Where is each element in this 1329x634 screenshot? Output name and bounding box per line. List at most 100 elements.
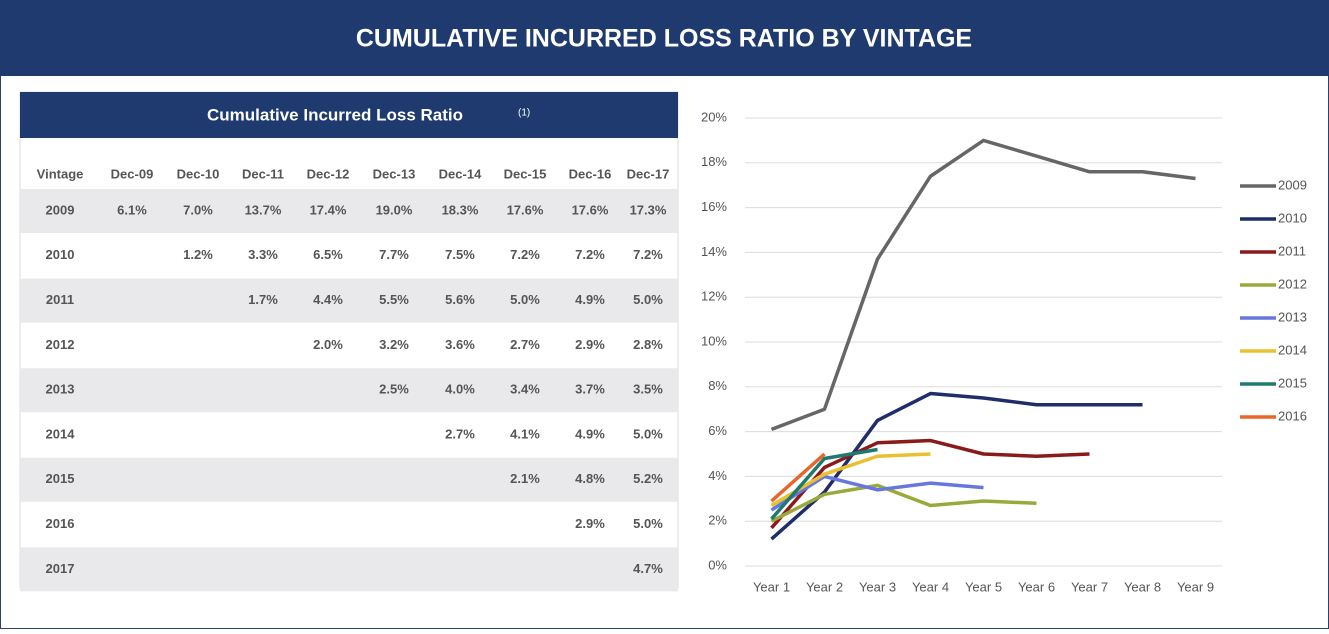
row-vintage: 2011 (46, 292, 74, 307)
row-vintage: 2013 (46, 382, 75, 397)
legend-label: 2009 (1278, 177, 1307, 192)
table-cell: 3.5% (633, 382, 663, 397)
table-note-marker: (1) (518, 108, 530, 119)
table-cell: 4.9% (575, 426, 605, 441)
row-band (20, 278, 678, 323)
table-cell: 13.7% (245, 202, 282, 217)
table-cell: 2.1% (510, 471, 540, 486)
series-line (770, 452, 826, 503)
column-header: Dec-10 (177, 166, 220, 181)
table-cell: 4.8% (575, 471, 605, 486)
y-tick-label: 18% (701, 154, 727, 169)
table-cell: 4.7% (633, 561, 663, 576)
table-cell: 3.6% (445, 337, 475, 352)
row-band (20, 547, 678, 592)
series-line (770, 138, 1196, 431)
legend-label: 2012 (1278, 276, 1307, 291)
table-cell: 19.0% (376, 202, 413, 217)
table-cell: 6.5% (313, 247, 343, 262)
x-tick-label: Year 4 (912, 579, 949, 594)
y-tick-label: 10% (701, 333, 727, 348)
table-cell: 18.3% (442, 202, 479, 217)
table-cell: 4.9% (575, 292, 605, 307)
table-cell: 4.1% (510, 426, 540, 441)
table-cell: 3.4% (510, 382, 540, 397)
row-band (20, 189, 678, 233)
x-tick-label: Year 1 (753, 579, 790, 594)
table-cell: 5.0% (633, 292, 663, 307)
table-cell: 17.4% (310, 202, 347, 217)
row-vintage: 2016 (46, 516, 75, 531)
column-header: Dec-12 (307, 166, 350, 181)
column-header: Dec-16 (569, 166, 612, 181)
table-cell: 7.0% (183, 202, 213, 217)
table-cell: 3.7% (575, 382, 605, 397)
y-tick-label: 8% (708, 378, 727, 393)
y-tick-label: 20% (701, 109, 727, 124)
table-cell: 1.2% (183, 247, 213, 262)
table-cell: 3.2% (379, 337, 409, 352)
table-cell: 2.9% (575, 516, 605, 531)
table-cell: 5.2% (633, 471, 663, 486)
table-header (20, 92, 678, 138)
table-cell: 6.1% (117, 202, 147, 217)
y-tick-label: 0% (708, 557, 727, 572)
column-header: Dec-09 (111, 166, 154, 181)
y-tick-label: 14% (701, 244, 727, 259)
legend-label: 2011 (1278, 243, 1306, 258)
row-vintage: 2017 (46, 561, 75, 576)
row-vintage: 2012 (46, 337, 75, 352)
y-tick-label: 12% (701, 289, 727, 304)
table-cell: 2.7% (445, 426, 475, 441)
column-header: Dec-17 (627, 166, 670, 181)
row-band (20, 368, 678, 413)
table-cell: 2.9% (575, 337, 605, 352)
column-header: Dec-11 (242, 166, 284, 181)
x-tick-label: Year 7 (1071, 579, 1108, 594)
table-cell: 7.2% (633, 247, 663, 262)
x-tick-label: Year 2 (806, 579, 843, 594)
table-cell: 5.0% (510, 292, 540, 307)
column-header: Vintage (37, 166, 84, 181)
x-tick-label: Year 9 (1177, 579, 1214, 594)
table-box (19, 91, 679, 589)
table-cell: 3.3% (248, 247, 278, 262)
column-header: Dec-13 (373, 166, 416, 181)
y-tick-label: 2% (708, 513, 727, 528)
table-cell: 2.8% (633, 337, 663, 352)
table-cell: 4.0% (445, 382, 475, 397)
y-tick-label: 4% (708, 468, 727, 483)
table-cell: 2.0% (313, 337, 343, 352)
column-header: Dec-15 (504, 166, 547, 181)
series-line (770, 438, 1090, 530)
table-cell: 7.2% (510, 247, 540, 262)
table-cell: 4.4% (313, 292, 343, 307)
legend-label: 2010 (1278, 210, 1307, 225)
x-tick-label: Year 6 (1018, 579, 1055, 594)
x-tick-label: Year 3 (859, 579, 896, 594)
y-tick-label: 16% (701, 199, 727, 214)
series-line (770, 474, 984, 512)
legend-label: 2013 (1278, 309, 1307, 324)
header-band (0, 0, 1329, 76)
x-tick-label: Year 8 (1124, 579, 1161, 594)
header-title: CUMULATIVE INCURRED LOSS RATIO BY VINTAG… (356, 25, 972, 53)
legend-label: 2015 (1278, 375, 1307, 390)
table-cell: 2.7% (510, 337, 540, 352)
table-title: Cumulative Incurred Loss Ratio (207, 105, 463, 124)
table-cell: 17.6% (507, 202, 544, 217)
table-cell: 5.6% (445, 292, 475, 307)
table-cell: 2.5% (379, 382, 409, 397)
series-line (770, 447, 878, 521)
table-cell: 17.3% (630, 202, 667, 217)
series-line (770, 483, 1037, 523)
row-vintage: 2010 (46, 247, 75, 262)
row-vintage: 2015 (46, 471, 75, 486)
table-cell: 7.5% (445, 247, 475, 262)
row-vintage: 2014 (46, 426, 76, 441)
row-vintage: 2009 (46, 202, 75, 217)
legend-label: 2014 (1278, 342, 1307, 357)
table-cell: 7.7% (379, 247, 409, 262)
